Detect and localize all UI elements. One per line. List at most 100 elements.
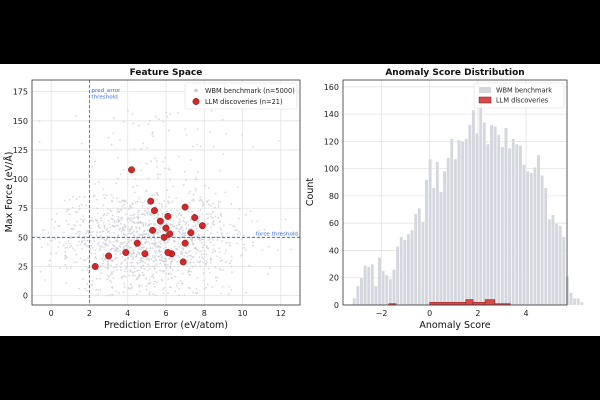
wbm-point bbox=[241, 134, 244, 136]
wbm-point bbox=[144, 235, 147, 238]
wbm-point bbox=[185, 222, 188, 225]
wbm-point bbox=[111, 293, 114, 296]
wbm-point bbox=[200, 253, 203, 256]
wbm-point bbox=[124, 275, 127, 278]
wbm-point bbox=[158, 118, 160, 120]
wbm-point bbox=[203, 249, 206, 252]
wbm-point bbox=[169, 263, 172, 265]
wbm-point bbox=[83, 259, 85, 261]
wbm-point bbox=[84, 243, 87, 246]
wbm-hist-bar bbox=[493, 126, 497, 306]
wbm-point bbox=[208, 199, 211, 202]
wbm-point bbox=[196, 128, 199, 130]
wbm-point bbox=[157, 244, 160, 247]
wbm-point bbox=[205, 213, 208, 216]
wbm-hist-bar bbox=[565, 276, 570, 306]
wbm-point bbox=[240, 238, 243, 241]
wbm-point bbox=[54, 237, 57, 240]
wbm-point bbox=[39, 238, 41, 241]
wbm-point bbox=[216, 231, 219, 234]
wbm-point bbox=[140, 284, 143, 287]
wbm-point bbox=[202, 257, 205, 260]
wbm-point bbox=[182, 247, 185, 250]
wbm-point bbox=[98, 227, 100, 229]
wbm-point bbox=[226, 232, 229, 235]
wbm-point bbox=[86, 283, 88, 286]
wbm-point bbox=[73, 261, 76, 264]
wbm-point bbox=[138, 285, 141, 288]
wbm-point bbox=[55, 212, 58, 215]
wbm-point bbox=[69, 242, 71, 245]
wbm-point bbox=[178, 287, 181, 290]
wbm-point bbox=[65, 242, 68, 245]
wbm-point bbox=[146, 257, 149, 259]
wbm-point bbox=[127, 221, 130, 224]
wbm-point bbox=[144, 242, 147, 245]
wbm-point bbox=[129, 283, 132, 286]
wbm-point bbox=[124, 258, 127, 261]
wbm-point bbox=[245, 213, 247, 216]
wbm-point bbox=[143, 214, 146, 216]
wbm-point bbox=[63, 199, 66, 202]
wbm-point bbox=[150, 275, 153, 278]
wbm-point bbox=[135, 253, 138, 256]
wbm-point bbox=[109, 226, 112, 229]
wbm-point bbox=[70, 244, 72, 247]
wbm-point bbox=[117, 208, 119, 211]
wbm-point bbox=[183, 220, 186, 223]
wbm-point bbox=[141, 204, 144, 207]
wbm-point bbox=[98, 245, 101, 247]
wbm-point bbox=[198, 215, 201, 218]
wbm-point bbox=[237, 230, 240, 233]
wbm-point bbox=[212, 239, 215, 241]
wbm-point bbox=[219, 256, 222, 259]
wbm-point bbox=[127, 245, 130, 248]
wbm-point bbox=[194, 187, 197, 190]
wbm-point bbox=[117, 224, 120, 227]
wbm-point bbox=[100, 235, 102, 238]
wbm-point bbox=[222, 268, 225, 271]
wbm-point bbox=[202, 238, 204, 241]
wbm-point bbox=[82, 278, 85, 280]
wbm-point bbox=[158, 255, 160, 258]
wbm-point bbox=[209, 241, 212, 244]
wbm-point bbox=[126, 219, 129, 221]
wbm-point bbox=[132, 258, 135, 261]
wbm-point bbox=[170, 286, 172, 289]
wbm-point bbox=[132, 186, 134, 188]
wbm-point bbox=[38, 141, 41, 144]
wbm-point bbox=[87, 231, 89, 233]
wbm-point bbox=[137, 252, 140, 255]
wbm-point bbox=[110, 271, 113, 274]
wbm-point bbox=[157, 213, 160, 216]
wbm-hist-bar bbox=[381, 270, 385, 306]
wbm-point bbox=[117, 221, 120, 223]
wbm-point bbox=[109, 273, 112, 276]
wbm-point bbox=[155, 271, 158, 274]
wbm-point bbox=[131, 226, 134, 228]
wbm-hist-bar bbox=[399, 236, 403, 306]
wbm-hist-bar bbox=[439, 191, 443, 306]
wbm-point bbox=[162, 213, 164, 216]
wbm-point bbox=[210, 237, 213, 240]
wbm-point bbox=[241, 253, 244, 256]
wbm-point bbox=[143, 268, 146, 271]
right-ytick-label: 40 bbox=[329, 246, 339, 255]
wbm-point bbox=[143, 237, 146, 240]
wbm-point bbox=[188, 227, 191, 230]
wbm-point bbox=[101, 265, 103, 267]
wbm-point bbox=[138, 226, 141, 229]
wbm-point bbox=[152, 276, 155, 279]
wbm-point bbox=[157, 231, 159, 234]
wbm-point bbox=[151, 254, 154, 257]
wbm-point bbox=[230, 255, 233, 258]
wbm-point bbox=[195, 236, 198, 238]
wbm-point bbox=[251, 146, 254, 148]
wbm-point bbox=[118, 211, 120, 213]
wbm-point bbox=[81, 237, 84, 240]
wbm-point bbox=[110, 143, 113, 146]
wbm-point bbox=[118, 200, 120, 203]
wbm-point bbox=[209, 261, 212, 264]
wbm-point bbox=[124, 207, 126, 210]
wbm-point bbox=[158, 251, 161, 253]
